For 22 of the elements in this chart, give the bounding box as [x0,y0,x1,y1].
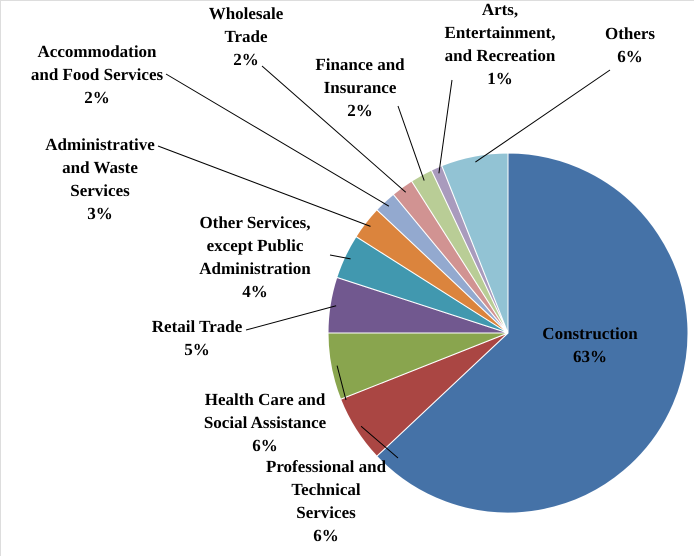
slice-label: Finance and Insurance [315,55,406,97]
slice-label: Accommodation and Food Services [30,42,164,84]
data-label: 3% [87,204,113,223]
slice-label: Others [604,24,656,43]
slice-label: Professional and Technical Services [266,457,387,522]
slice-label: Administrative and Waste Services [45,135,156,200]
data-label: 2% [233,50,259,69]
data-label: 2% [84,88,110,107]
slice-label: Health Care and Social Assistance [204,390,327,432]
slice-label: Construction [542,324,638,343]
data-label: 5% [184,340,210,359]
data-label: 6% [617,47,643,66]
data-label: 6% [313,526,339,545]
slice-label: Arts, Entertainment, and Recreation [444,0,556,65]
slice-label: Wholesale Trade [208,4,284,46]
data-label: 1% [487,69,513,88]
data-label: 2% [347,101,373,120]
data-label: 4% [242,282,268,301]
slice-label: Other Services, except Public Administration [199,213,312,278]
data-label: 6% [252,436,278,455]
slice-label: Retail Trade [152,317,243,336]
data-label: 63% [573,347,607,366]
